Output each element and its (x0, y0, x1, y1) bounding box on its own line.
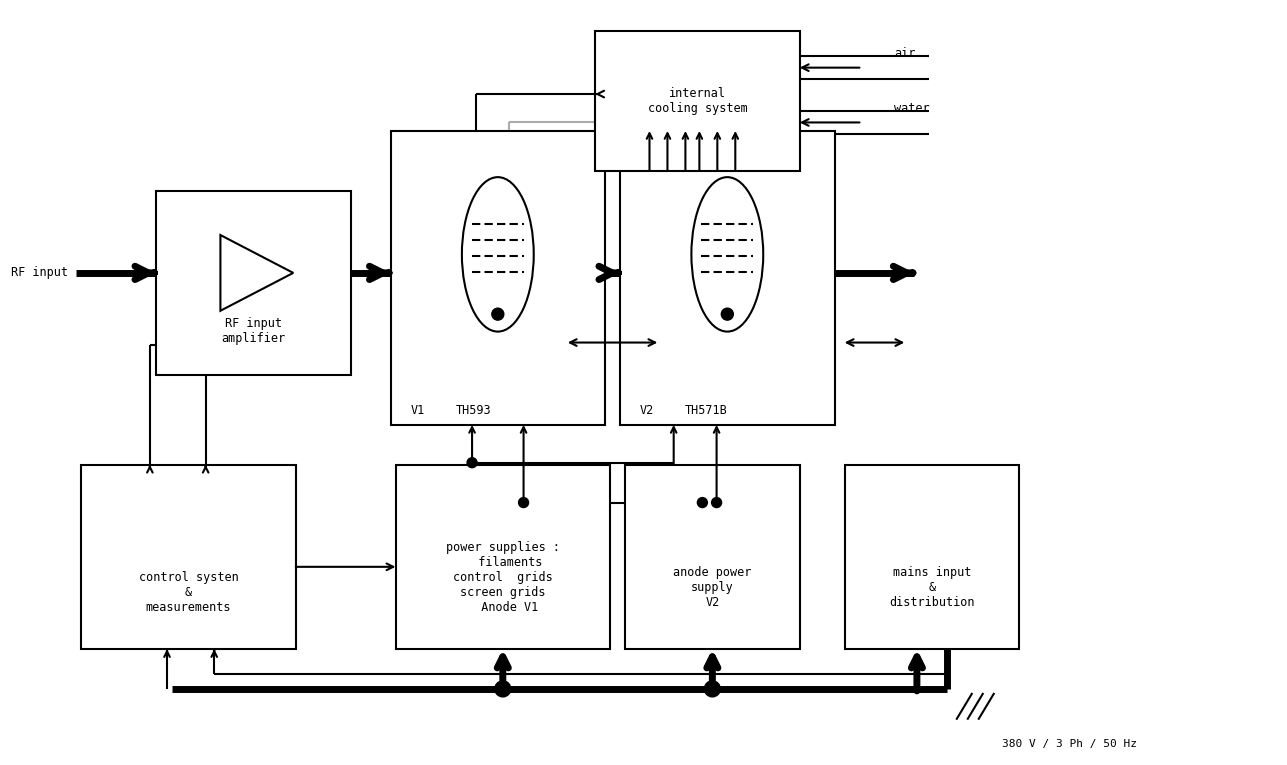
Circle shape (721, 308, 734, 320)
Bar (625, 464, 799, 649)
Bar (595, 31, 799, 171)
Bar (844, 464, 1019, 649)
Text: 380 V / 3 Ph / 50 Hz: 380 V / 3 Ph / 50 Hz (1001, 739, 1136, 749)
Text: V1: V1 (411, 404, 425, 417)
Text: V2: V2 (640, 404, 654, 417)
Text: mains input
&
distribution: mains input & distribution (889, 566, 974, 609)
Text: TH571B: TH571B (685, 404, 727, 417)
Circle shape (698, 497, 708, 507)
Bar (395, 464, 610, 649)
Circle shape (492, 308, 503, 320)
Circle shape (704, 681, 721, 697)
Circle shape (712, 497, 722, 507)
Text: water: water (894, 102, 931, 115)
Text: RF input
amplifier: RF input amplifier (221, 317, 286, 345)
Circle shape (494, 681, 511, 697)
Text: anode power
supply
V2: anode power supply V2 (673, 566, 752, 609)
Bar (81, 464, 296, 649)
Text: RF input: RF input (12, 266, 68, 279)
Text: internal
cooling system: internal cooling system (647, 87, 748, 115)
Circle shape (519, 497, 529, 507)
Text: TH593: TH593 (456, 404, 492, 417)
Bar (620, 131, 834, 425)
Text: control systen
&
measurements: control systen & measurements (139, 571, 238, 614)
Bar (156, 190, 350, 375)
Text: power supplies :
  filaments
control  grids
screen grids
  Anode V1: power supplies : filaments control grids… (445, 541, 560, 614)
Bar (390, 131, 605, 425)
Text: air: air (894, 47, 916, 60)
Circle shape (467, 457, 477, 467)
